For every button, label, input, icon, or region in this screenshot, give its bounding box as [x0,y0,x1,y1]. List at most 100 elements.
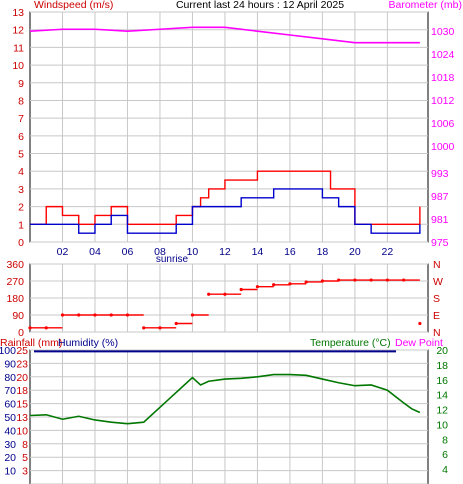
barometer-tick-label: 1030 [431,26,455,38]
chart-title: Current last 24 hours : 12 April 2025 [176,0,344,11]
temperature-tick-label: 18 [436,360,448,372]
direction-point [239,287,243,292]
rainfall-tick-label: 25 [16,345,28,357]
humidity-tick-label: 20 [4,452,16,464]
barometer-tick-label: 1024 [431,49,455,61]
temperature-tick-label: 12 [436,405,448,417]
direction-point [60,313,65,317]
direction-point [44,326,48,330]
direction-point [125,313,130,317]
rainfall-tick-label: 10 [16,425,28,437]
humidity-tick-label: 90 [4,358,16,370]
humidity-tick-label: 70 [4,385,16,397]
temperature-tick-label: 10 [436,419,448,431]
rainfall-axis-title: Rainfall (mm) [0,337,62,349]
wind-x-tick-label: 10 [187,246,199,258]
direction-point [223,292,227,296]
direction-series [28,278,422,330]
wind-x-tick-label: 16 [284,246,296,258]
temperature-tick-label: 8 [442,434,448,446]
direction-point [402,278,406,282]
barometer-axis-title: Barometer (mb) [388,0,462,11]
direction-point [158,326,162,330]
direction-point [77,313,81,317]
direction-point [337,278,341,282]
wind-grid [30,11,428,243]
wind-y-tick-label: 1 [18,219,24,231]
direction-point [385,278,389,282]
compass-label: N [433,259,441,271]
wind-y-tick-label: 6 [18,131,24,143]
dewpoint-axis-title: Dew Point [395,337,443,349]
direction-point [304,280,308,284]
rainfall-tick-label: 15 [16,399,28,411]
rainfall-tick-label: 18 [16,385,28,397]
wind-x-tick-label: 04 [89,246,101,258]
direction-point [369,278,373,282]
wind-y-tick-label: 2 [18,202,24,214]
wind-series [29,26,421,234]
temperature-tick-label: 14 [436,390,448,402]
wind-x-tick-label: 08 [154,246,166,258]
direction-y-tick-label: 0 [18,327,24,339]
gust-line [30,188,421,234]
direction-point [288,282,292,286]
direction-point [320,279,325,283]
humidity-tick-label: 30 [4,439,16,451]
wind-y-tick-label: 7 [18,113,24,125]
wind-y-tick-label: 10 [12,60,24,72]
humidity-tick-label: 60 [4,399,16,411]
wind-y-tick-label: 4 [18,166,24,178]
rainfall-tick-label: 20 [16,372,28,384]
windspeed-line [30,170,421,226]
wind-x-tick-label: 14 [252,246,264,258]
direction-point [93,313,97,317]
temperature-tick-label: 4 [442,464,448,476]
wind-x-tick-label: 22 [382,246,394,258]
barometer-line [29,26,420,44]
temperature-tick-label: 6 [442,449,448,461]
direction-point [174,321,178,326]
compass-label: N [433,327,441,339]
wind-x-tick-label: 06 [122,246,134,258]
wind-x-tick-label: 02 [57,246,69,258]
temperature-tick-label: 16 [436,375,448,387]
direction-point [190,313,195,317]
direction-y-tick-label: 360 [6,259,24,271]
rainfall-tick-label: 5 [22,452,28,464]
barometer-tick-label: 1012 [431,95,455,107]
direction-point [272,283,276,287]
direction-y-tick-label: 270 [6,276,24,288]
barometer-tick-label: 1000 [431,141,455,153]
rainfall-tick-label: 8 [22,439,28,451]
barometer-tick-label: 1006 [431,118,455,130]
wind-x-tick-label: 18 [317,246,329,258]
temperature-axis-title: Temperature (°C) [310,337,391,349]
barometer-tick-label: 975 [431,237,449,249]
direction-point [109,313,113,317]
direction-point [255,285,260,289]
barometer-tick-label: 1018 [431,72,455,84]
temp-grid [30,349,428,484]
wind-y-tick-label: 12 [12,25,24,37]
wind-y-tick-label: 8 [18,95,24,107]
temp-series [29,350,421,425]
wind-y-tick-label: 3 [18,184,24,196]
wind-x-tick-label: 12 [219,246,231,258]
rainfall-tick-label: 23 [16,358,28,370]
barometer-tick-label: 981 [431,214,449,226]
wind-y-tick-label: 0 [18,237,24,249]
wind-y-tick-label: 9 [18,78,24,90]
temperature-line [29,373,421,425]
direction-point [28,326,32,330]
temperature-tick-label: 20 [436,345,448,357]
direction-y-tick-label: 180 [6,293,24,305]
humidity-tick-label: 80 [4,372,16,384]
rainfall-tick-label: 13 [16,412,28,424]
direction-point [207,292,211,296]
wind-y-tick-label: 11 [13,42,24,54]
compass-label: W [433,276,443,288]
